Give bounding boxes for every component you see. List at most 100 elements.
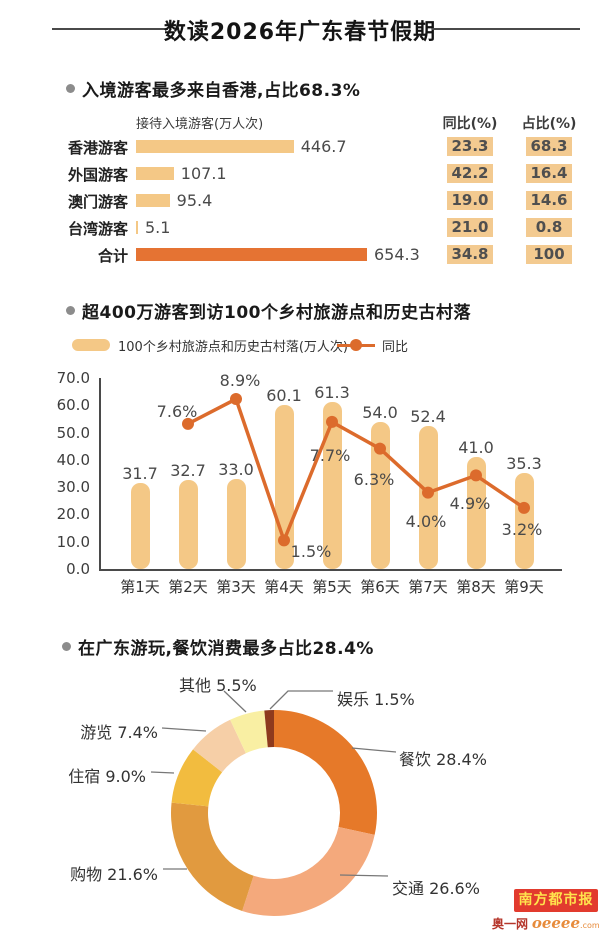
row-bar xyxy=(136,140,294,153)
row-label: 台湾游客 xyxy=(67,219,128,238)
day-bar xyxy=(370,421,390,569)
day-bar-value: 60.1 xyxy=(266,386,302,405)
x-category-label: 第2天 xyxy=(168,578,208,596)
row-share-cell: 14.6 xyxy=(526,191,572,210)
y-tick-label: 70.0 xyxy=(56,369,90,387)
x-category-label: 第9天 xyxy=(504,578,544,596)
day-bar xyxy=(322,401,342,569)
yoy-point-marker xyxy=(422,486,434,499)
row-yoy-cell: 19.0 xyxy=(447,191,493,210)
column-header-share: 占比(%) xyxy=(521,116,577,132)
yoy-point-label: 6.3% xyxy=(353,469,395,489)
row-share-cell: 16.4 xyxy=(526,164,572,183)
section-inbound-heading: 入境游客最多来自香港,占比68.3% xyxy=(82,81,361,101)
row-bar xyxy=(136,194,170,207)
yoy-point-marker xyxy=(374,442,386,455)
yoy-point-label: 4.9% xyxy=(449,494,491,514)
row-label: 香港游客 xyxy=(67,138,128,157)
donut-leader-line xyxy=(223,690,247,713)
row-yoy-cell: 42.2 xyxy=(447,164,493,183)
row-bar xyxy=(136,167,174,180)
row-label: 外国游客 xyxy=(67,165,128,184)
donut-slice-label: 游览 7.4% xyxy=(80,723,158,742)
y-tick-label: 50.0 xyxy=(56,423,90,442)
yoy-polyline xyxy=(187,396,525,546)
section-bullet-icon xyxy=(62,642,71,651)
row-share-cell: 68.3 xyxy=(526,137,572,156)
day-bar xyxy=(226,478,246,569)
row-value: 654.3 xyxy=(374,245,420,264)
donut-slice-label: 娱乐 1.5% xyxy=(337,690,415,709)
x-category-label: 第5天 xyxy=(312,578,352,596)
section-bullet-icon xyxy=(66,306,75,315)
donut-slice-5 xyxy=(193,719,246,773)
day-bar-value: 52.4 xyxy=(410,407,446,427)
x-category-label: 第6天 xyxy=(360,578,400,596)
title-rule-left xyxy=(52,28,168,30)
donut-slice-2 xyxy=(242,826,375,916)
row-bar xyxy=(136,248,367,261)
yoy-point-label: 7.7% xyxy=(309,445,351,465)
y-tick-label: 30.0 xyxy=(56,478,90,497)
yoy-point-label: 3.2% xyxy=(501,519,543,539)
x-category-label: 第4天 xyxy=(264,578,304,596)
plot-area xyxy=(99,378,562,571)
bar-axis-label: 接待入境游客(万人次) xyxy=(136,117,264,132)
website-logo: 奥一网 oeeee.com xyxy=(492,914,600,932)
row-value: 95.4 xyxy=(176,191,213,210)
row-value: 5.1 xyxy=(145,218,171,237)
legend-bar-label: 100个乡村旅游点和历史古村落(万人次) xyxy=(118,340,348,355)
section-spending-heading: 在广东游玩,餐饮消费最多占比28.4% xyxy=(78,639,374,659)
legend-line-label: 同比 xyxy=(382,340,409,355)
title-rule-right xyxy=(432,28,580,30)
website-prefix: 奥一网 xyxy=(492,917,529,931)
donut-leader-line xyxy=(150,771,175,774)
section-village-heading: 超400万游客到访100个乡村旅游点和历史古村落 xyxy=(82,303,471,323)
donut-slice-label: 住宿 9.0% xyxy=(68,767,146,786)
row-yoy-cell: 21.0 xyxy=(447,218,493,237)
donut-slice-1 xyxy=(274,710,378,835)
row-bar xyxy=(136,221,138,234)
donut-leader-line xyxy=(161,727,207,732)
yoy-point-marker xyxy=(326,415,338,428)
x-category-label: 第1天 xyxy=(120,578,160,596)
donut-slice-label: 其他 5.5% xyxy=(179,676,257,695)
yoy-point-label: 8.9% xyxy=(219,371,261,390)
day-bar-value: 31.7 xyxy=(122,463,158,483)
yoy-point-marker xyxy=(278,534,290,547)
x-category-label: 第3天 xyxy=(216,578,256,596)
donut-slice-6 xyxy=(230,710,268,754)
donut-slice-7 xyxy=(264,710,274,748)
row-yoy-cell: 23.3 xyxy=(447,137,493,156)
yoy-point-label: 1.5% xyxy=(290,542,332,562)
day-bar-value: 33.0 xyxy=(218,459,254,479)
column-header-yoy: 同比(%) xyxy=(442,116,498,132)
row-label: 合计 xyxy=(97,246,128,265)
day-bar xyxy=(466,457,486,569)
day-bar-value: 54.0 xyxy=(362,402,398,422)
day-bar-value: 35.3 xyxy=(506,453,542,473)
row-label: 澳门游客 xyxy=(67,192,128,211)
donut-leader-line xyxy=(351,747,397,753)
x-category-label: 第8天 xyxy=(456,578,496,596)
donut-slice-label: 购物 21.6% xyxy=(70,865,158,884)
yoy-point-marker xyxy=(230,393,242,406)
x-category-label: 第7天 xyxy=(408,578,448,596)
row-value: 107.1 xyxy=(180,164,227,183)
donut-leader-line xyxy=(339,874,389,877)
day-bar xyxy=(178,479,198,569)
day-bar xyxy=(130,482,150,569)
newspaper-logo: 南方都市报 xyxy=(514,889,598,912)
website-tld: .com xyxy=(580,921,600,930)
section-bullet-icon xyxy=(66,84,75,93)
yoy-point-marker xyxy=(518,501,530,514)
